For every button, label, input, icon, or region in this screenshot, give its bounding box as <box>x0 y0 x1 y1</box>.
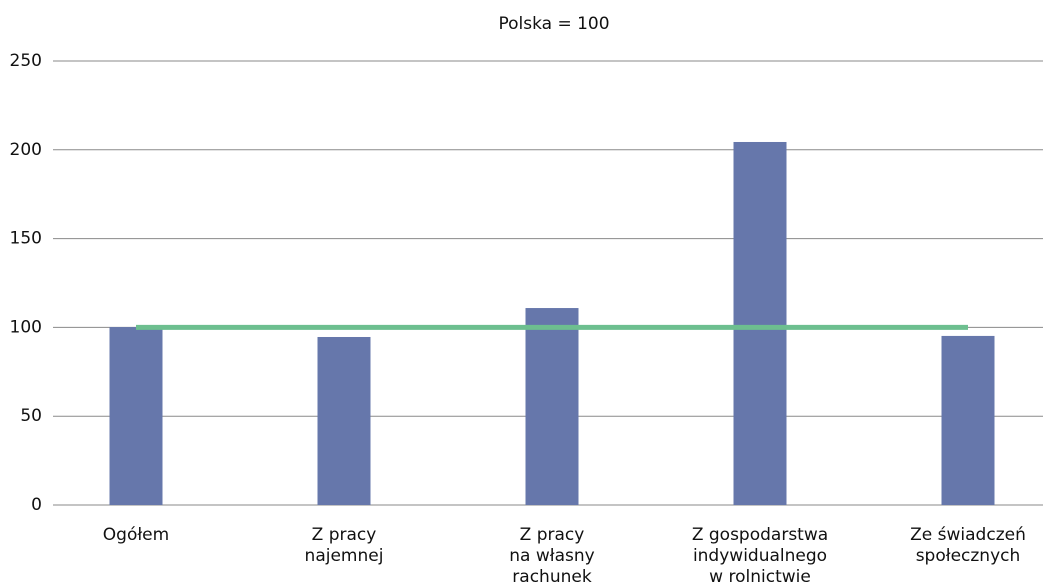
x-tick-label: rachunek <box>512 567 592 587</box>
bar <box>317 336 371 505</box>
x-tick-label: indywidualnego <box>693 546 827 566</box>
bar <box>733 141 787 505</box>
x-tick-label: Z pracy <box>520 525 585 545</box>
y-tick-label: 100 <box>10 317 42 337</box>
x-tick-label: najemnej <box>305 546 384 566</box>
y-tick-label: 200 <box>10 140 42 160</box>
x-tick-label: Z gospodarstwa <box>692 525 828 545</box>
x-tick-label: w rolnictwie <box>709 567 811 587</box>
y-tick-label: 0 <box>31 495 42 515</box>
x-tick-label: Z pracy <box>312 525 377 545</box>
bar <box>109 327 163 505</box>
y-tick-label: 150 <box>10 229 42 249</box>
y-tick-label: 250 <box>10 51 42 71</box>
x-tick-label: na własny <box>509 546 594 566</box>
x-tick-label: Ze świadczeń <box>910 525 1026 545</box>
x-tick-label: społecznych <box>916 546 1021 566</box>
chart-title: Polska = 100 <box>498 14 609 34</box>
bar <box>525 308 579 505</box>
bar <box>941 335 995 505</box>
y-tick-label: 50 <box>20 406 42 426</box>
x-tick-label: Ogółem <box>103 525 169 545</box>
